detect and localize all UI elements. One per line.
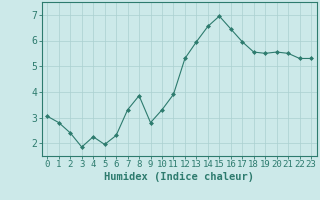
X-axis label: Humidex (Indice chaleur): Humidex (Indice chaleur) <box>104 172 254 182</box>
